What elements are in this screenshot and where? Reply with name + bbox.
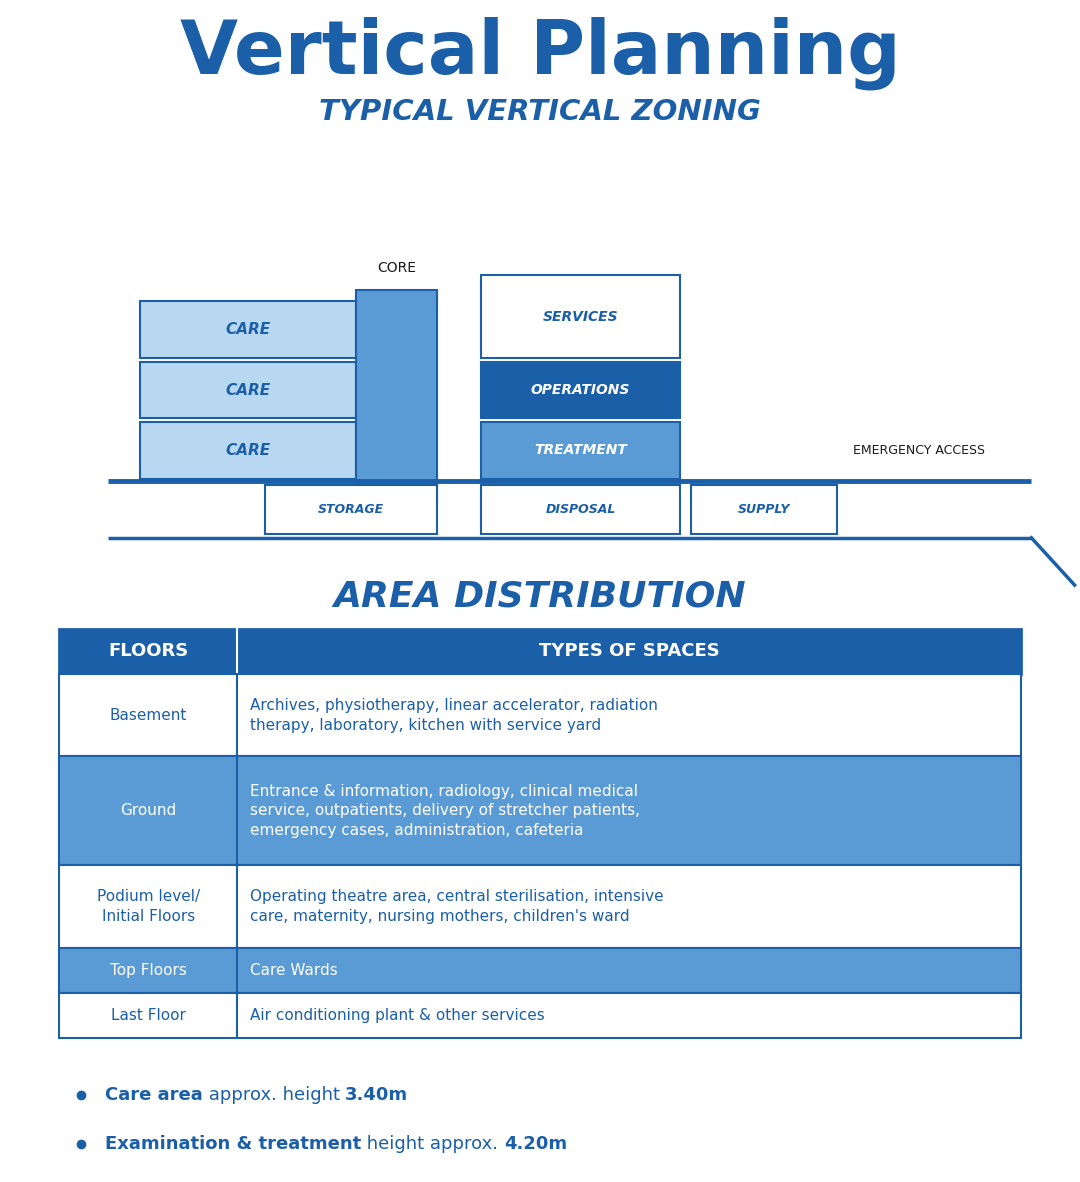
Bar bbox=[481, 422, 680, 479]
Text: SUPPLY: SUPPLY bbox=[738, 504, 791, 515]
Bar bbox=[59, 674, 1021, 756]
Bar bbox=[59, 993, 1021, 1038]
Bar bbox=[140, 362, 356, 418]
Text: Examination & treatment: Examination & treatment bbox=[105, 1135, 361, 1154]
Text: TYPICAL VERTICAL ZONING: TYPICAL VERTICAL ZONING bbox=[319, 98, 761, 126]
Bar bbox=[140, 301, 356, 358]
Bar bbox=[481, 275, 680, 358]
Text: Last Floor: Last Floor bbox=[111, 1008, 186, 1022]
Text: Vertical Planning: Vertical Planning bbox=[179, 17, 901, 90]
Text: TYPES OF SPACES: TYPES OF SPACES bbox=[539, 642, 719, 661]
Text: Care area: Care area bbox=[105, 1085, 203, 1104]
Text: Archives, physiotherapy, linear accelerator, radiation
therapy, laboratory, kitc: Archives, physiotherapy, linear accelera… bbox=[251, 697, 658, 733]
Text: Entrance & information, radiology, clinical medical
service, outpatients, delive: Entrance & information, radiology, clini… bbox=[251, 784, 640, 838]
Text: CARE: CARE bbox=[226, 443, 271, 457]
Text: AREA DISTRIBUTION: AREA DISTRIBUTION bbox=[334, 580, 746, 613]
Text: 4.20m: 4.20m bbox=[503, 1135, 567, 1154]
Text: TREATMENT: TREATMENT bbox=[535, 443, 626, 457]
Bar bbox=[481, 485, 680, 534]
Text: Care Wards: Care Wards bbox=[251, 963, 338, 978]
Text: DISPOSAL: DISPOSAL bbox=[545, 504, 616, 515]
Bar bbox=[59, 948, 1021, 993]
Text: SERVICES: SERVICES bbox=[542, 310, 619, 324]
Bar bbox=[356, 290, 437, 502]
Bar bbox=[140, 422, 356, 479]
Text: Basement: Basement bbox=[110, 708, 187, 722]
Bar bbox=[265, 485, 437, 534]
Text: Ground: Ground bbox=[120, 804, 176, 818]
Text: height approx.: height approx. bbox=[361, 1135, 503, 1154]
Bar bbox=[59, 629, 1021, 674]
Bar bbox=[691, 485, 837, 534]
Text: CORE: CORE bbox=[377, 261, 417, 275]
Text: Air conditioning plant & other services: Air conditioning plant & other services bbox=[251, 1008, 545, 1022]
Text: EMERGENCY ACCESS: EMERGENCY ACCESS bbox=[853, 444, 985, 456]
Bar bbox=[59, 756, 1021, 865]
Bar bbox=[481, 362, 680, 418]
Text: Podium level/
Initial Floors: Podium level/ Initial Floors bbox=[97, 889, 200, 924]
Text: Top Floors: Top Floors bbox=[110, 963, 187, 978]
Text: 3.40m: 3.40m bbox=[346, 1085, 408, 1104]
Text: FLOORS: FLOORS bbox=[108, 642, 188, 661]
Text: CARE: CARE bbox=[226, 323, 271, 337]
Text: CARE: CARE bbox=[226, 383, 271, 397]
Text: OPERATIONS: OPERATIONS bbox=[530, 383, 631, 397]
Text: STORAGE: STORAGE bbox=[318, 504, 384, 515]
Bar bbox=[59, 865, 1021, 948]
Text: Operating theatre area, central sterilisation, intensive
care, maternity, nursin: Operating theatre area, central sterilis… bbox=[251, 889, 664, 924]
Text: approx. height: approx. height bbox=[203, 1085, 346, 1104]
